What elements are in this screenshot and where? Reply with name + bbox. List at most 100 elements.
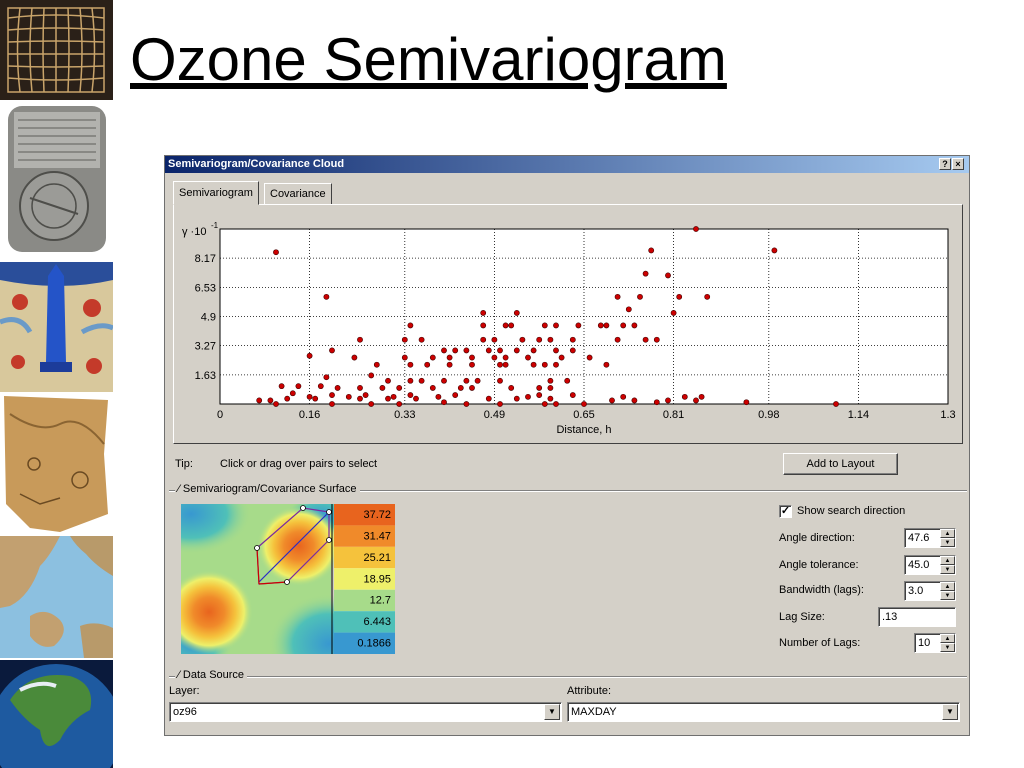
data-point[interactable] — [306, 352, 313, 359]
data-point[interactable] — [676, 293, 683, 300]
dialog-titlebar[interactable]: Semivariogram/Covariance Cloud ? × — [165, 156, 969, 173]
data-point[interactable] — [631, 322, 638, 329]
data-point[interactable] — [441, 347, 447, 354]
data-point[interactable] — [418, 336, 425, 343]
data-point[interactable] — [357, 336, 363, 343]
data-point[interactable] — [558, 354, 565, 361]
data-point[interactable] — [665, 272, 671, 279]
data-point[interactable] — [329, 347, 335, 354]
data-point[interactable] — [743, 399, 750, 406]
data-point[interactable] — [469, 385, 475, 391]
data-point[interactable] — [569, 392, 576, 398]
data-point[interactable] — [653, 336, 660, 343]
data-point[interactable] — [362, 392, 369, 398]
data-point[interactable] — [463, 347, 470, 354]
data-point[interactable] — [833, 401, 839, 407]
data-point[interactable] — [407, 377, 414, 384]
data-point[interactable] — [530, 347, 537, 354]
data-point[interactable] — [508, 322, 515, 329]
data-point[interactable] — [547, 395, 554, 402]
data-point[interactable] — [441, 377, 447, 384]
data-point[interactable] — [625, 306, 632, 313]
data-point[interactable] — [385, 395, 391, 402]
data-point[interactable] — [407, 392, 414, 398]
data-point[interactable] — [368, 401, 375, 407]
data-point[interactable] — [480, 310, 487, 316]
surface-group-toggle[interactable]: ⁄ Semivariogram/Covariance Surface — [175, 483, 360, 495]
dropdown-arrow-icon[interactable]: ▼ — [942, 704, 958, 720]
data-point[interactable] — [553, 361, 559, 368]
data-point[interactable] — [469, 354, 475, 361]
data-point[interactable] — [681, 393, 688, 400]
data-point[interactable] — [536, 336, 543, 343]
data-point[interactable] — [502, 322, 509, 329]
data-point[interactable] — [390, 393, 397, 400]
data-point[interactable] — [407, 361, 414, 368]
data-point[interactable] — [541, 361, 548, 368]
data-point[interactable] — [513, 310, 520, 316]
data-point[interactable] — [541, 401, 548, 407]
data-point[interactable] — [525, 393, 531, 400]
data-point[interactable] — [284, 395, 291, 402]
data-point[interactable] — [273, 249, 279, 256]
data-point[interactable] — [368, 372, 375, 379]
spin-arrows-icon[interactable]: ▲ ▼ — [940, 634, 955, 652]
data-point[interactable] — [530, 361, 537, 368]
data-point[interactable] — [642, 336, 649, 343]
data-point[interactable] — [620, 393, 627, 400]
data-point[interactable] — [597, 322, 604, 329]
spin-arrows-icon[interactable]: ▲ ▼ — [940, 556, 955, 574]
data-point[interactable] — [614, 293, 621, 300]
data-point[interactable] — [463, 377, 470, 384]
data-point[interactable] — [474, 377, 481, 384]
data-point[interactable] — [334, 385, 341, 391]
data-point[interactable] — [519, 336, 526, 343]
angle-tolerance-stepper[interactable]: 45.0 ▲ ▼ — [904, 555, 956, 575]
data-point[interactable] — [637, 293, 643, 300]
data-point[interactable] — [351, 354, 358, 361]
data-point[interactable] — [396, 385, 403, 391]
data-point[interactable] — [513, 347, 520, 354]
data-point[interactable] — [446, 361, 453, 368]
data-point[interactable] — [497, 401, 503, 407]
tab-semivariogram[interactable]: Semivariogram — [173, 181, 259, 205]
data-point[interactable] — [295, 383, 302, 390]
data-point[interactable] — [642, 270, 649, 277]
data-point[interactable] — [581, 401, 587, 407]
data-point[interactable] — [502, 361, 509, 368]
data-point[interactable] — [345, 393, 352, 400]
data-point[interactable] — [508, 385, 515, 391]
data-point[interactable] — [513, 395, 520, 402]
data-point[interactable] — [553, 347, 559, 354]
data-point[interactable] — [480, 336, 487, 343]
data-point[interactable] — [329, 401, 335, 407]
data-point[interactable] — [665, 397, 671, 404]
help-button[interactable]: ? — [939, 158, 951, 170]
data-point[interactable] — [497, 361, 503, 368]
data-point[interactable] — [620, 322, 627, 329]
data-point[interactable] — [289, 390, 296, 397]
data-point[interactable] — [547, 336, 554, 343]
data-point[interactable] — [704, 293, 711, 300]
data-point[interactable] — [609, 397, 615, 404]
data-point[interactable] — [446, 354, 453, 361]
data-point[interactable] — [536, 385, 543, 391]
data-point[interactable] — [452, 392, 459, 398]
data-point[interactable] — [278, 383, 285, 390]
data-point[interactable] — [306, 393, 313, 400]
lag-size-input[interactable]: .13 — [878, 607, 956, 627]
data-point[interactable] — [424, 361, 431, 368]
data-point[interactable] — [463, 401, 470, 407]
data-point[interactable] — [441, 399, 447, 406]
data-point[interactable] — [547, 385, 554, 391]
data-point[interactable] — [569, 336, 576, 343]
data-point[interactable] — [653, 399, 660, 406]
data-point[interactable] — [491, 336, 498, 343]
tab-covariance[interactable]: Covariance — [264, 183, 332, 205]
show-search-direction-checkbox[interactable]: ✓ — [779, 505, 792, 518]
data-point[interactable] — [648, 247, 655, 254]
data-point[interactable] — [614, 336, 621, 343]
data-source-group-toggle[interactable]: ⁄ Data Source — [175, 669, 248, 681]
data-point[interactable] — [485, 347, 492, 354]
add-to-layout-button[interactable]: Add to Layout — [783, 453, 898, 475]
